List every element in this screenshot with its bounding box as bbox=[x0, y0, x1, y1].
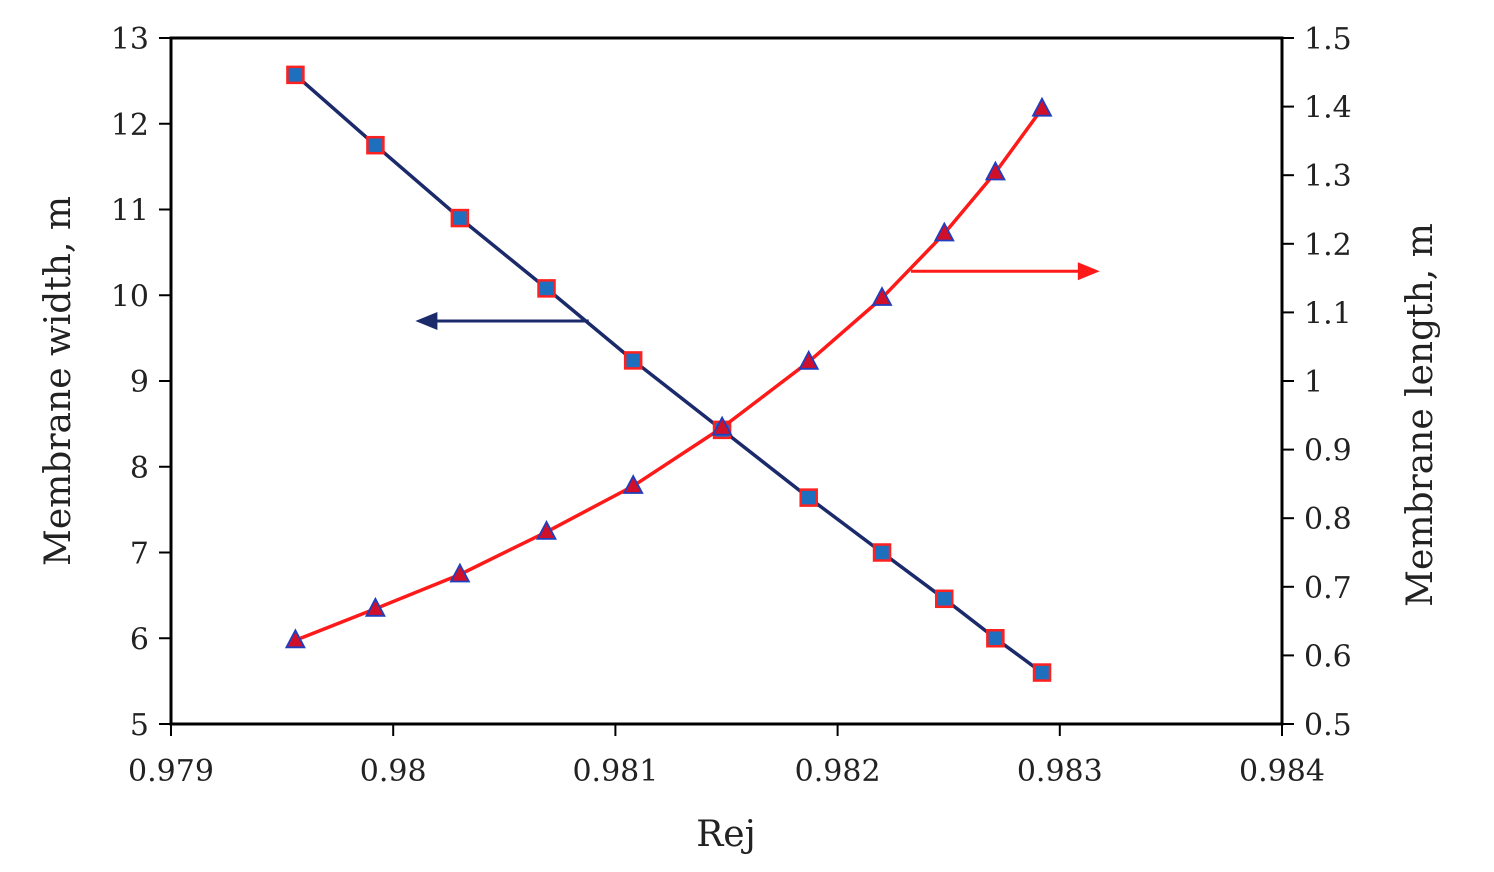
x-tick-label: 0.984 bbox=[1239, 754, 1325, 789]
right-y-tick-label: 1.1 bbox=[1304, 296, 1352, 331]
right-y-tick-label: 1.3 bbox=[1304, 159, 1352, 194]
right-y-tick-label: 0.6 bbox=[1304, 639, 1352, 674]
right-y-tick-label: 1.2 bbox=[1304, 228, 1352, 263]
width-square-marker bbox=[799, 488, 818, 507]
right-y-tick-label: 0.7 bbox=[1304, 571, 1352, 606]
length-triangle-marker bbox=[622, 474, 644, 494]
right-y-tick-label: 0.9 bbox=[1304, 434, 1352, 469]
x-axis: 0.979 0.98 0.981 0.982 0.983 0.984 bbox=[128, 724, 1325, 789]
right-y-tick-label: 1.4 bbox=[1304, 91, 1352, 126]
x-tick-label: 0.981 bbox=[572, 754, 658, 789]
left-y-tick-label: 9 bbox=[130, 365, 149, 400]
left-y-tick-label: 13 bbox=[111, 22, 149, 57]
annotation-layer bbox=[415, 262, 1100, 330]
series-layer bbox=[284, 65, 1053, 682]
x-tick-label: 0.98 bbox=[360, 754, 427, 789]
length-triangle-marker bbox=[871, 286, 893, 306]
left-y-axis-title: Membrane width, m bbox=[38, 196, 79, 566]
width-square-marker bbox=[935, 589, 954, 609]
x-tick-label: 0.982 bbox=[795, 754, 881, 789]
width-square-marker bbox=[986, 629, 1005, 648]
x-tick-label: 0.979 bbox=[128, 754, 214, 789]
x-tick-label: 0.983 bbox=[1017, 754, 1103, 789]
left-y-tick-label: 7 bbox=[130, 537, 149, 572]
length-triangle-marker bbox=[984, 160, 1006, 181]
x-axis-title: Rej bbox=[696, 814, 756, 855]
width-square-marker bbox=[872, 543, 892, 562]
left-y-tick-label: 6 bbox=[130, 622, 149, 657]
right-y-tick-label: 0.5 bbox=[1304, 708, 1352, 743]
length-triangle-marker bbox=[798, 349, 820, 370]
left-y-axis: 5 6 7 8 9 10 11 12 13 bbox=[111, 22, 171, 743]
left-y-tick-label: 12 bbox=[111, 108, 149, 143]
width-square-marker bbox=[623, 351, 643, 370]
plot-frame bbox=[169, 36, 1284, 726]
series-left-line bbox=[294, 73, 1044, 675]
right-y-axis-title: Membrane length, m bbox=[1400, 223, 1441, 607]
left-y-tick-label: 11 bbox=[111, 194, 149, 229]
right-y-tick-label: 1 bbox=[1304, 365, 1323, 400]
series-right-line bbox=[294, 107, 1044, 642]
length-triangle-marker bbox=[284, 628, 306, 649]
width-square-marker bbox=[366, 135, 385, 155]
length-triangle-marker bbox=[711, 415, 733, 436]
length-triangle-marker bbox=[449, 562, 471, 583]
left-y-tick-label: 8 bbox=[130, 451, 149, 486]
left-y-tick-label: 10 bbox=[111, 279, 149, 314]
length-triangle-marker bbox=[364, 596, 386, 617]
arrow-left-head bbox=[415, 312, 438, 330]
length-triangle-marker bbox=[933, 221, 955, 242]
width-square-marker bbox=[450, 208, 470, 228]
arrow-right-head bbox=[1077, 262, 1100, 281]
width-square-marker bbox=[286, 65, 305, 85]
right-y-tick-label: 0.8 bbox=[1304, 502, 1352, 537]
right-y-tick-label: 1.5 bbox=[1304, 22, 1352, 57]
right-y-axis: 0.5 0.6 0.7 0.8 0.9 1 1.1 1.2 1.3 1.4 1.5 bbox=[1282, 22, 1352, 743]
length-triangle-marker bbox=[1031, 96, 1053, 117]
length-triangle-marker bbox=[536, 519, 557, 540]
width-square-marker bbox=[537, 279, 556, 298]
width-square-marker bbox=[1032, 663, 1052, 682]
left-y-tick-label: 5 bbox=[130, 708, 149, 743]
